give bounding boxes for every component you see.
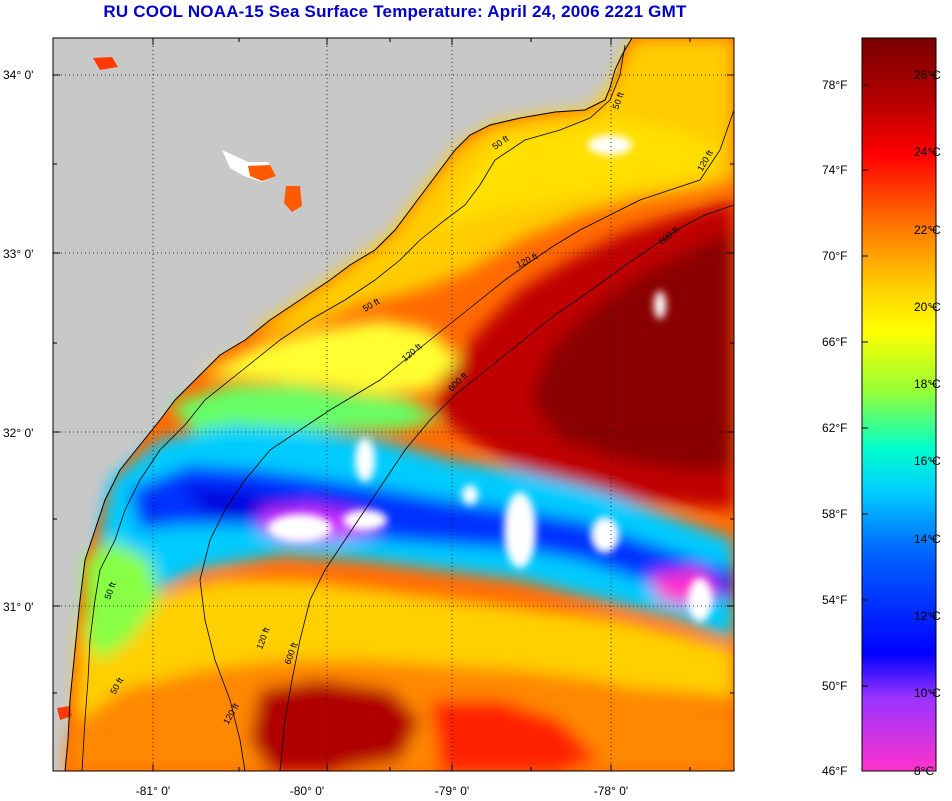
colorbar-c-10: 10°C: [914, 686, 941, 700]
colorbar-f-78: 78°F: [822, 78, 847, 92]
colorbar-c-24: 24°C: [914, 145, 941, 159]
coastline: [64, 38, 633, 771]
lat-lon-grid: [53, 38, 734, 771]
lat-label-32: 32° 0': [3, 426, 33, 440]
lon-label-79: -79° 0': [435, 784, 469, 798]
lon-label-80: -80° 0': [290, 784, 324, 798]
lon-label-81: -81° 0': [136, 784, 170, 798]
colorbar-c-12: 12°C: [914, 609, 941, 623]
lat-label-31: 31° 0': [3, 600, 33, 614]
depth-contours: [81, 44, 734, 771]
axis-ticks: [53, 38, 734, 771]
colorbar-c-16: 16°C: [914, 454, 941, 468]
colorbar-c-8: 8°C: [914, 764, 934, 778]
sst-fields: [65, 38, 734, 771]
map-frame: [52, 37, 735, 772]
colorbar-f-50: 50°F: [822, 679, 847, 693]
colorbar-ticks: [862, 74, 936, 694]
colorbar-f-54: 54°F: [822, 593, 847, 607]
colorbar-gradient: [861, 37, 937, 772]
colorbar-f-46: 46°F: [822, 764, 847, 778]
map-plot-area: 50 ft 50 ft 50 ft 50 ft 50 ft 120 ft 120…: [53, 38, 734, 771]
colorbar-c-26: 26°C: [914, 68, 941, 82]
colorbar-c-14: 14°C: [914, 532, 941, 546]
cloud-patches: [268, 135, 712, 622]
colorbar-f-66: 66°F: [822, 335, 847, 349]
colorbar-f-62: 62°F: [822, 421, 847, 435]
lon-label-78: -78° 0': [594, 784, 628, 798]
lat-label-34: 34° 0': [3, 68, 33, 82]
lat-label-33: 33° 0': [3, 247, 33, 261]
colorbar-c-20: 20°C: [914, 300, 941, 314]
color-legend: 78°F 74°F 70°F 66°F 62°F 58°F 54°F 50°F …: [822, 37, 941, 778]
lake-patches: [57, 57, 302, 720]
colorbar-c-18: 18°C: [914, 377, 941, 391]
colorbar-f-74: 74°F: [822, 163, 847, 177]
map-title: RU COOL NOAA-15 Sea Surface Temperature:…: [103, 2, 687, 21]
colorbar-f-58: 58°F: [822, 507, 847, 521]
colorbar-f-70: 70°F: [822, 249, 847, 263]
colorbar-c-22: 22°C: [914, 223, 941, 237]
